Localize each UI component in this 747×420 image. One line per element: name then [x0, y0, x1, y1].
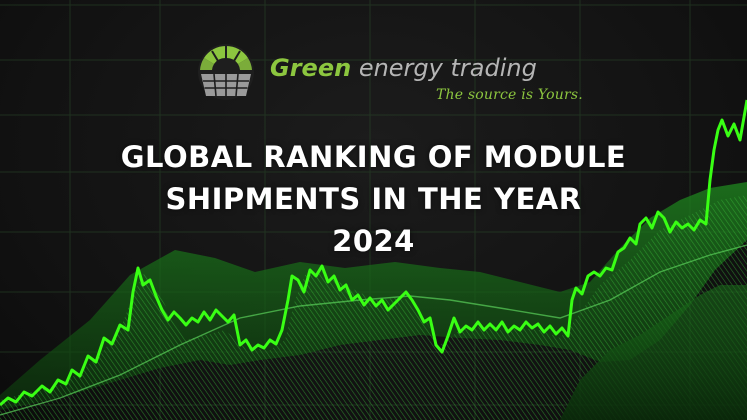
headline: GLOBAL RANKING OF MODULE SHIPMENTS IN TH…	[60, 136, 687, 262]
brand-name-green: Green	[270, 54, 352, 82]
headline-line-1: GLOBAL RANKING OF MODULE	[120, 140, 627, 174]
chart-hatched-area	[0, 195, 747, 420]
brand-name: Green energy trading	[270, 56, 537, 80]
solar-panel-sun-icon	[198, 44, 254, 100]
headline-line-2: SHIPMENTS IN THE YEAR	[165, 182, 582, 216]
brand-logo: Green energy trading The source is Yours…	[196, 42, 583, 122]
chart-foreground-area	[560, 285, 747, 420]
brand-name-grey: energy trading	[351, 54, 537, 82]
price-line	[0, 99, 747, 407]
headline-line-3: 2024	[332, 224, 415, 258]
brand-tagline: The source is Yours.	[436, 87, 583, 103]
